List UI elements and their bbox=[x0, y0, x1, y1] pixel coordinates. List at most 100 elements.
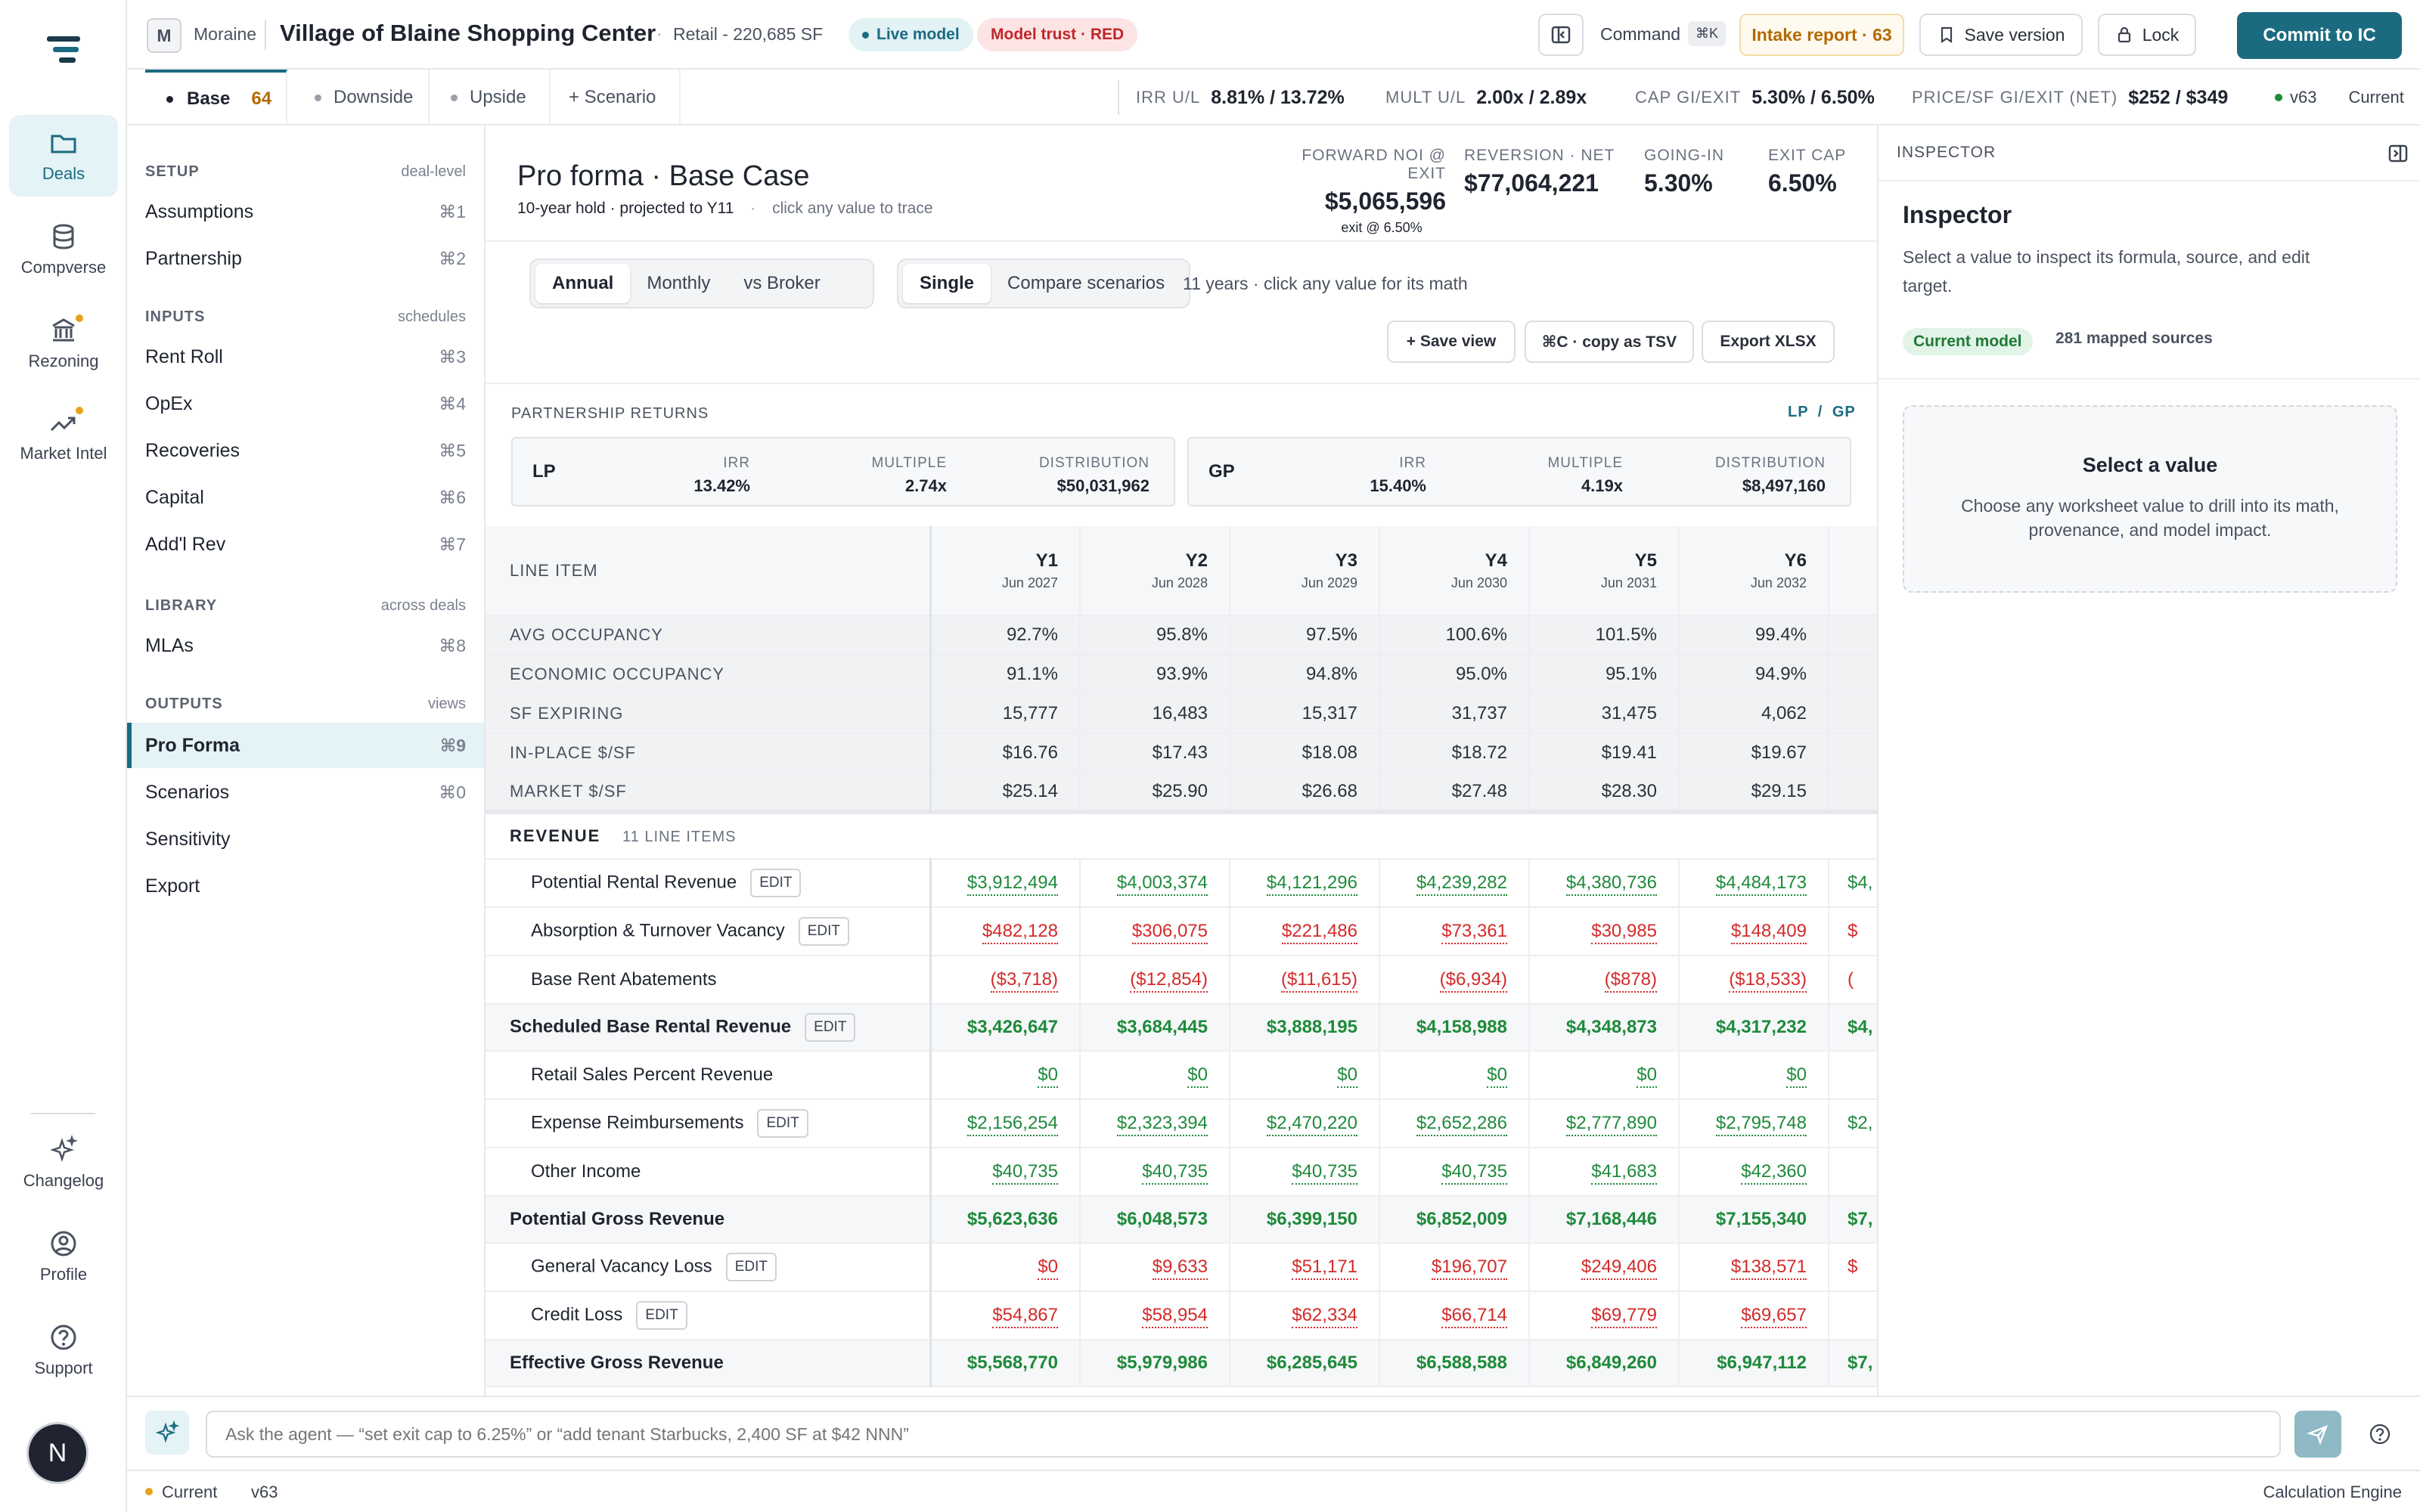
add-scenario-button[interactable]: + Scenario bbox=[551, 70, 681, 125]
rail-rezoning[interactable]: Rezoning bbox=[9, 302, 118, 384]
commit-to-ic-button[interactable]: Commit to IC bbox=[2237, 12, 2402, 59]
tab-single[interactable]: Single bbox=[903, 264, 991, 303]
nav-item-pro-forma[interactable]: Pro Forma ⌘9 bbox=[127, 723, 484, 768]
value-cell[interactable]: $3,888,195 bbox=[1230, 1004, 1380, 1052]
value-cell-overflow[interactable] bbox=[1829, 1051, 1877, 1100]
app-logo[interactable] bbox=[42, 33, 85, 70]
model-trust-badge[interactable]: Model trust · RED bbox=[977, 18, 1138, 51]
year-header-y3[interactable]: Y3 Jun 2029 bbox=[1230, 526, 1380, 616]
value-cell[interactable]: $40,735 bbox=[1379, 1148, 1530, 1197]
value-cell[interactable]: $2,652,286 bbox=[1379, 1099, 1530, 1148]
value-cell[interactable]: $30,985 bbox=[1529, 907, 1680, 956]
value-cell[interactable]: $5,568,770 bbox=[930, 1340, 1081, 1387]
nav-item-rent-roll[interactable]: Rent Roll ⌘3 bbox=[127, 334, 484, 380]
stat-value[interactable]: 93.9% bbox=[1080, 655, 1230, 695]
value-cell-overflow[interactable] bbox=[1829, 1291, 1877, 1340]
tab-upside[interactable]: Upside bbox=[430, 70, 551, 125]
value-cell[interactable]: $40,735 bbox=[1230, 1148, 1380, 1197]
lock-button[interactable]: Lock bbox=[2098, 14, 2196, 56]
value-cell[interactable]: $0 bbox=[930, 1051, 1081, 1100]
nav-item-scenarios[interactable]: Scenarios ⌘0 bbox=[127, 770, 484, 815]
stat-value[interactable]: 94.8% bbox=[1230, 655, 1380, 695]
stat-value[interactable]: $19.67 bbox=[1679, 733, 1829, 773]
tab-vs-broker[interactable]: vs Broker bbox=[743, 273, 821, 293]
year-header-y4[interactable]: Y4 Jun 2030 bbox=[1379, 526, 1530, 616]
value-cell[interactable]: $40,735 bbox=[930, 1148, 1081, 1197]
mapped-sources[interactable]: 281 mapped sources bbox=[2055, 330, 2213, 347]
value-cell[interactable]: $4,380,736 bbox=[1529, 859, 1680, 908]
stat-value[interactable]: 91.1% bbox=[930, 655, 1081, 695]
value-cell[interactable]: $249,406 bbox=[1529, 1243, 1680, 1292]
kpi-multiple[interactable]: MULT U/L 2.00x / 2.89x bbox=[1385, 70, 1587, 125]
stat-value[interactable]: 92.7% bbox=[930, 615, 1081, 655]
value-cell[interactable]: $9,633 bbox=[1080, 1243, 1230, 1292]
value-cell[interactable]: $66,714 bbox=[1379, 1291, 1530, 1340]
value-cell[interactable]: $6,399,150 bbox=[1230, 1196, 1380, 1244]
value-cell-overflow[interactable] bbox=[1829, 1148, 1877, 1197]
nav-item-capital[interactable]: Capital ⌘6 bbox=[127, 475, 484, 520]
value-cell[interactable]: $62,334 bbox=[1230, 1291, 1380, 1340]
value-cell[interactable]: $2,470,220 bbox=[1230, 1099, 1380, 1148]
rail-changelog[interactable]: Changelog bbox=[9, 1122, 118, 1204]
value-cell[interactable]: $4,348,873 bbox=[1529, 1004, 1680, 1052]
avatar[interactable]: N bbox=[29, 1424, 86, 1482]
value-cell[interactable]: $0 bbox=[1080, 1051, 1230, 1100]
kpi-irr[interactable]: IRR U/L 8.81% / 13.72% bbox=[1136, 70, 1345, 125]
rail-support[interactable]: Support bbox=[9, 1309, 118, 1391]
agent-input[interactable] bbox=[206, 1411, 2281, 1458]
value-cell[interactable]: $0 bbox=[1379, 1051, 1530, 1100]
stat-value[interactable]: 99.4% bbox=[1679, 615, 1829, 655]
stat-value[interactable]: 15,317 bbox=[1230, 694, 1380, 734]
rail-market-intel[interactable]: Market Intel bbox=[9, 395, 118, 476]
nav-item-partnership[interactable]: Partnership ⌘2 bbox=[127, 236, 484, 281]
nav-item-sensitivity[interactable]: Sensitivity bbox=[127, 816, 484, 862]
edit-button[interactable]: EDIT bbox=[798, 917, 850, 946]
metric-going-in[interactable]: GOING-IN 5.30% bbox=[1644, 147, 1742, 197]
value-cell[interactable]: $0 bbox=[1529, 1051, 1680, 1100]
value-cell-overflow[interactable]: $ bbox=[1829, 907, 1877, 956]
org-badge[interactable]: M bbox=[147, 18, 182, 53]
kpi-price-sf[interactable]: PRICE/SF GI/EXIT (NET) $252 / $349 bbox=[1912, 70, 2228, 125]
stat-value[interactable]: $28.30 bbox=[1529, 773, 1680, 813]
agent-button[interactable] bbox=[145, 1411, 189, 1455]
gp-returns-card[interactable]: GP IRR 15.40% MULTIPLE 4.19x DISTRIBUTIO… bbox=[1187, 437, 1851, 507]
value-cell[interactable]: $4,317,232 bbox=[1679, 1004, 1829, 1052]
kpi-cap[interactable]: CAP GI/EXIT 5.30% / 6.50% bbox=[1635, 70, 1875, 125]
agent-help-button[interactable] bbox=[2369, 1423, 2391, 1445]
stat-value[interactable]: 97.5% bbox=[1230, 615, 1380, 655]
tab-base[interactable]: Base 64 bbox=[145, 70, 287, 125]
value-cell[interactable]: ($12,854) bbox=[1080, 956, 1230, 1005]
org-name[interactable]: Moraine bbox=[194, 24, 257, 44]
edit-button[interactable]: EDIT bbox=[757, 1109, 808, 1138]
value-cell[interactable]: $306,075 bbox=[1080, 907, 1230, 956]
value-cell[interactable]: $51,171 bbox=[1230, 1243, 1380, 1292]
tab-monthly[interactable]: Monthly bbox=[647, 273, 711, 293]
value-cell-overflow[interactable]: $7, bbox=[1829, 1196, 1877, 1244]
stat-value[interactable]: $27.48 bbox=[1379, 773, 1530, 813]
collapse-panel-button[interactable] bbox=[1538, 14, 1584, 56]
tab-compare-scenarios[interactable]: Compare scenarios bbox=[1007, 273, 1165, 293]
metric-exit-cap[interactable]: EXIT CAP 6.50% bbox=[1768, 147, 1866, 197]
command-label[interactable]: Command bbox=[1600, 24, 1681, 44]
value-cell-overflow[interactable]: $ bbox=[1829, 1243, 1877, 1292]
stat-value[interactable]: 95.0% bbox=[1379, 655, 1530, 695]
value-cell[interactable]: $6,588,588 bbox=[1379, 1340, 1530, 1387]
value-cell[interactable]: $6,947,112 bbox=[1679, 1340, 1829, 1387]
stat-value[interactable]: $18.72 bbox=[1379, 733, 1530, 773]
value-cell[interactable]: $58,954 bbox=[1080, 1291, 1230, 1340]
stat-value[interactable]: $16.76 bbox=[930, 733, 1081, 773]
stat-value[interactable]: $29.15 bbox=[1679, 773, 1829, 813]
value-cell[interactable]: ($6,934) bbox=[1379, 956, 1530, 1005]
value-cell[interactable]: $6,849,260 bbox=[1529, 1340, 1680, 1387]
send-button[interactable] bbox=[2294, 1411, 2341, 1458]
value-cell[interactable]: $5,979,986 bbox=[1080, 1340, 1230, 1387]
value-cell[interactable]: $0 bbox=[1230, 1051, 1380, 1100]
value-cell[interactable]: ($878) bbox=[1529, 956, 1680, 1005]
value-cell[interactable]: $6,048,573 bbox=[1080, 1196, 1230, 1244]
edit-button[interactable]: EDIT bbox=[805, 1013, 856, 1042]
value-cell[interactable]: $54,867 bbox=[930, 1291, 1081, 1340]
value-cell-overflow[interactable]: $4, bbox=[1829, 859, 1877, 908]
value-cell[interactable]: $2,323,394 bbox=[1080, 1099, 1230, 1148]
stat-value[interactable]: 95.8% bbox=[1080, 615, 1230, 655]
edit-button[interactable]: EDIT bbox=[636, 1301, 687, 1330]
